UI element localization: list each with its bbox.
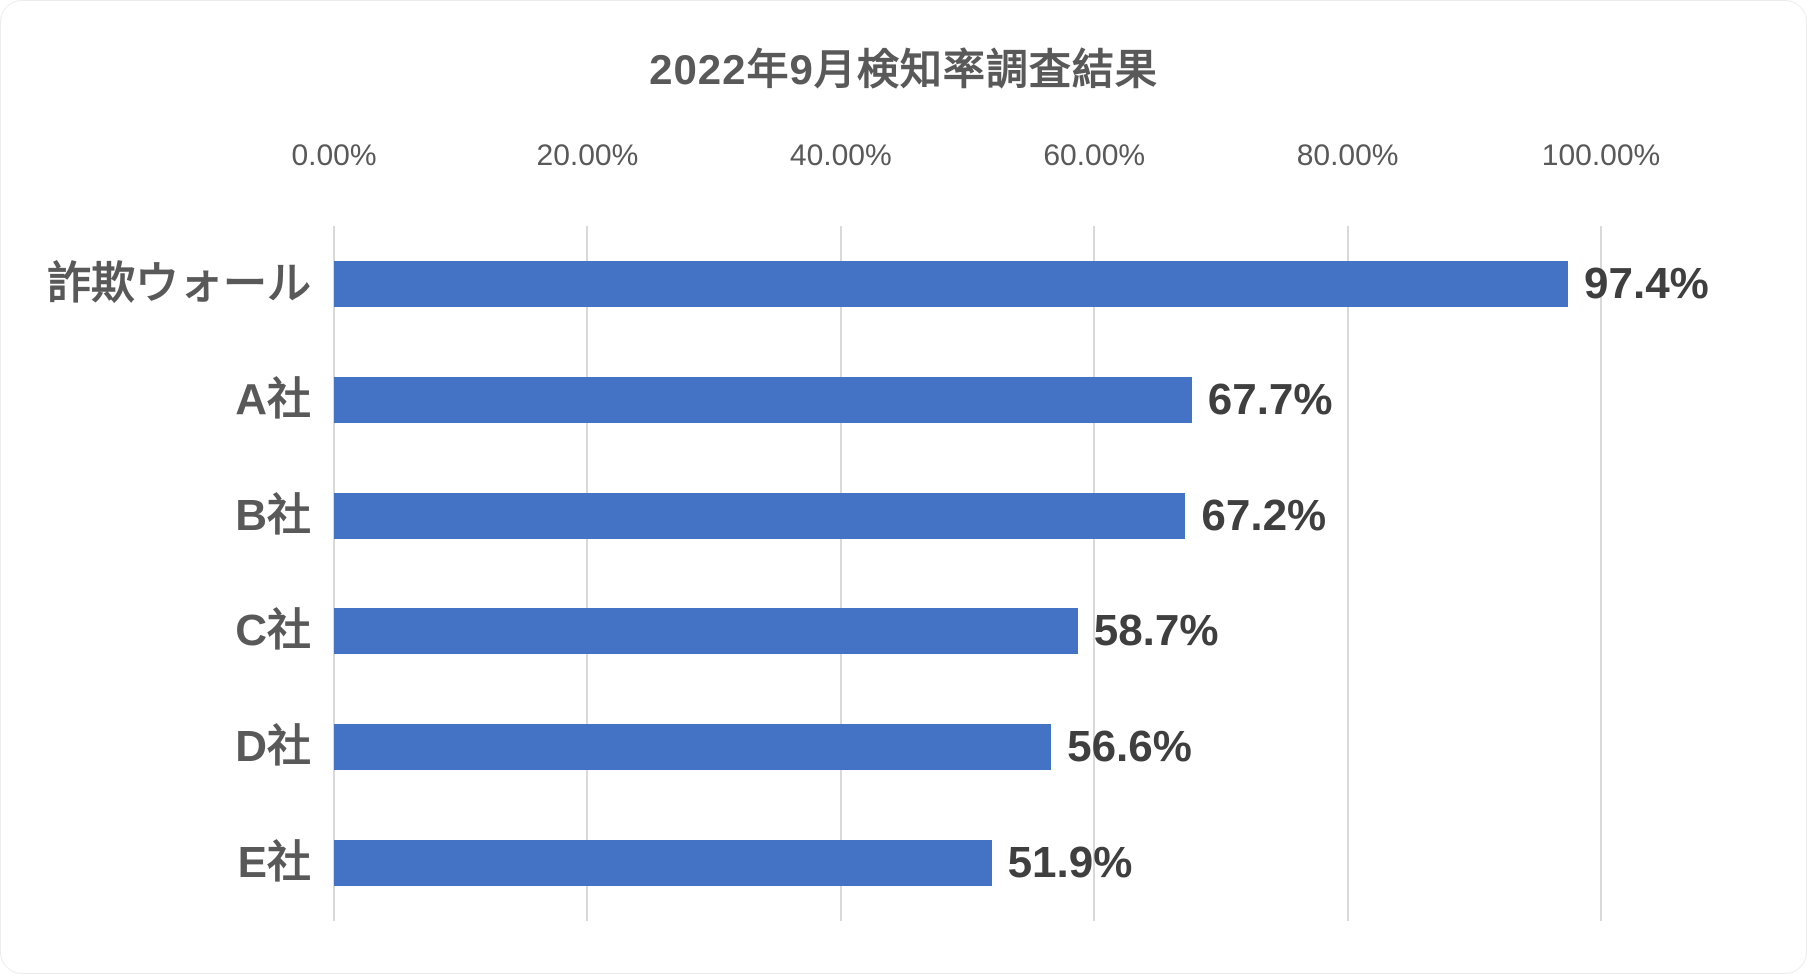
- bar: [334, 260, 1569, 307]
- bar-value-label: 67.2%: [1201, 490, 1327, 540]
- x-axis-tick-label: 80.00%: [1296, 139, 1399, 172]
- gridline: [1600, 226, 1602, 921]
- bar-value-label: 97.4%: [1584, 258, 1709, 308]
- x-axis-tick-label: 60.00%: [1043, 139, 1146, 172]
- category-label: 詐欺ウォール: [47, 258, 311, 308]
- plot-area: 97.4% 67.7% 67.2% 58.7% 56.6% 51.9%: [334, 226, 1709, 921]
- gridline: [1093, 226, 1096, 921]
- bar-value-label: 58.7%: [1093, 606, 1219, 656]
- x-axis-tick-label: 100.00%: [1541, 139, 1661, 172]
- category-label: A社: [235, 374, 311, 424]
- x-axis-tick-label: 20.00%: [536, 139, 639, 172]
- bar: [334, 376, 1192, 423]
- x-axis-tick-label: 0.00%: [291, 139, 377, 172]
- bar-value-label: 67.7%: [1207, 374, 1333, 424]
- category-label: C社: [235, 606, 311, 656]
- category-label: D社: [235, 722, 311, 772]
- y-axis-line: [333, 226, 335, 921]
- gridline: [839, 226, 842, 921]
- gridline: [586, 226, 589, 921]
- x-axis-tick-label: 40.00%: [789, 139, 892, 172]
- category-label: E社: [237, 838, 311, 888]
- bar: [334, 492, 1186, 539]
- bar: [334, 608, 1078, 655]
- bar: [334, 840, 992, 887]
- bar-value-label: 51.9%: [1007, 838, 1133, 888]
- chart-title: 2022年9月検知率調査結果: [649, 46, 1158, 93]
- gridline: [1346, 226, 1349, 921]
- bar-value-label: 56.6%: [1067, 722, 1192, 772]
- category-label: B社: [235, 490, 311, 540]
- bar: [334, 724, 1052, 771]
